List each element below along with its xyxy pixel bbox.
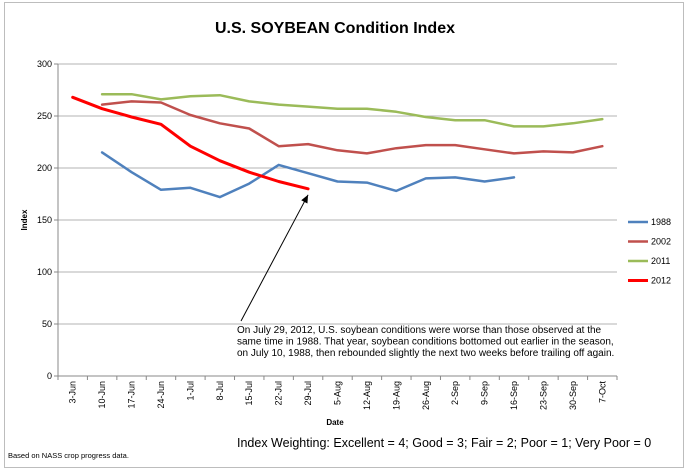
x-axis-label: Date (326, 418, 344, 427)
x-tick-label: 7-Oct (597, 381, 607, 404)
legend-label-2012: 2012 (651, 276, 671, 286)
series-line-2002 (100, 100, 604, 155)
annotation-line: same time in 1988. That year, soybean co… (237, 337, 614, 348)
gridlines (58, 63, 617, 325)
y-tick-label: 250 (37, 111, 52, 121)
legend: 1988 2002 2011 2012 (628, 217, 671, 286)
y-axis-label: Index (20, 209, 29, 230)
index-weighting-note: Index Weighting: Excellent = 4; Good = 3… (237, 436, 651, 450)
source-note: Based on NASS crop progress data. (8, 451, 129, 460)
y-tick-label: 300 (37, 59, 52, 69)
x-tick-label: 26-Aug (421, 381, 431, 410)
legend-label-1988: 1988 (651, 217, 671, 227)
series-line-2012 (71, 95, 310, 191)
annotation: On July 29, 2012, U.S. soybean condition… (237, 194, 614, 359)
x-tick-label: 15-Jul (244, 381, 254, 406)
x-tick-label: 5-Aug (333, 381, 343, 405)
legend-label-2002: 2002 (651, 237, 671, 247)
y-tick-label: 100 (37, 267, 52, 277)
y-tick-label: 200 (37, 163, 52, 173)
series-lines (71, 92, 604, 199)
x-tick-label: 22-Jul (274, 381, 284, 406)
annotation-line: On July 29, 2012, U.S. soybean condition… (237, 325, 602, 336)
x-tick-label: 1-Jul (185, 381, 195, 401)
x-tick-label: 2-Sep (450, 381, 460, 405)
series-line-2011 (100, 92, 604, 128)
x-tick-label: 23-Sep (538, 381, 548, 410)
x-tick-label: 9-Sep (480, 381, 490, 405)
y-tick-label: 0 (47, 371, 52, 381)
annotation-line: on July 10, 1988, then rebounded slightl… (237, 348, 614, 359)
annotation-arrow-shaft (240, 194, 309, 322)
x-tick-label: 16-Sep (509, 381, 519, 410)
x-tick-label: 17-Jun (127, 381, 137, 409)
x-tick-label: 29-Jul (303, 381, 313, 406)
y-tick-label: 50 (42, 319, 52, 329)
x-tick-label: 12-Aug (362, 381, 372, 410)
x-tick-label: 30-Sep (568, 381, 578, 410)
legend-label-2011: 2011 (651, 256, 670, 266)
annotation-arrow-head (301, 194, 309, 204)
chart-area (4, 2, 684, 468)
x-tick-label: 3-Jun (68, 381, 78, 404)
series-line-1988 (100, 151, 516, 199)
x-tick-label: 24-Jun (156, 381, 166, 409)
x-tick-label: 8-Jul (215, 381, 225, 401)
x-tick-label: 19-Aug (391, 381, 401, 410)
axes: 0 50 100 150 200 250 300 3-Jun 10-Jun 17-Jun 24-Ju… (37, 59, 618, 410)
y-tick-label: 150 (37, 215, 52, 225)
chart-title: U.S. SOYBEAN Condition Index (215, 20, 455, 37)
x-tick-label: 10-Jun (97, 381, 107, 409)
